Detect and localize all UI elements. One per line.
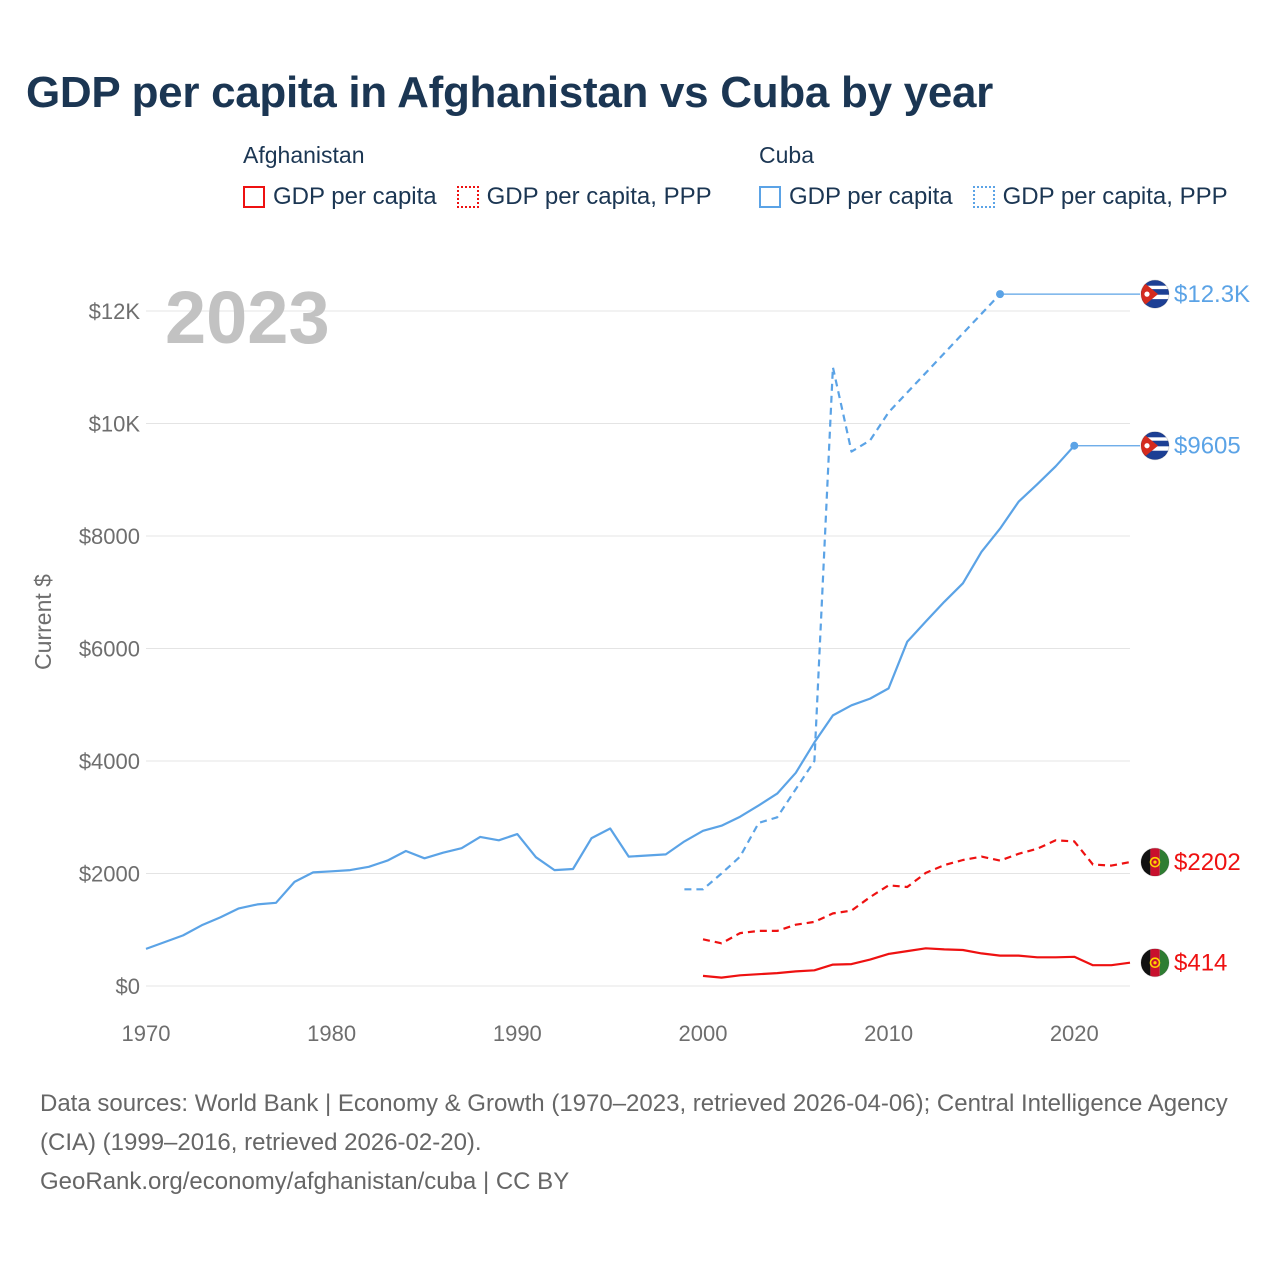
y-axis-label: Current $ [30,574,56,670]
series-last-point [996,290,1005,299]
afghanistan-flag-icon [1140,847,1170,877]
y-tick-label: $10K [89,412,141,437]
end-value-label: $12.3K [1174,281,1250,308]
legend-group-afghanistan: Afghanistan GDP per capita GDP per capit… [243,142,712,211]
footer: Data sources: World Bank | Economy & Gro… [40,1084,1240,1201]
year-watermark: 2023 [165,276,330,359]
end-labels: $12.3K $9605 $2202 $414 [1140,279,1250,978]
footer-credit[interactable]: GeoRank.org/economy/afghanistan/cuba | C… [40,1168,570,1195]
line-chart: 2023 Current $ $0 $2000 $4000 $6000 $8000 $10… [30,276,1250,1046]
series-line-afghanistan-gdp-per-capita [702,947,1131,979]
legend-item-cuba-gdp-ppp[interactable]: GDP per capita, PPP [972,183,1228,211]
legend-label: GDP per capita [273,183,437,210]
legend-item-afghanistan-gdp[interactable]: GDP per capita [243,183,437,211]
series-line-cuba-gdp-per-capita [145,444,1076,950]
y-tick-label: $0 [116,974,140,999]
legend-item-afghanistan-gdp-ppp[interactable]: GDP per capita, PPP [456,183,712,211]
end-value-label: $414 [1174,950,1227,977]
y-tick-label: $6000 [79,637,140,662]
legend-swatch-solid-blue [759,186,781,208]
legend-group-title: Cuba [759,142,814,168]
series-line-cuba-gdp-per-capita-ppp [684,293,1001,891]
cuba-flag-icon [1140,431,1170,461]
x-axis-ticks: 1970 1980 1990 2000 2010 2020 [122,1021,1099,1046]
y-tick-label: $8000 [79,524,140,549]
end-value-label: $2202 [1174,849,1241,876]
footer-sources: Data sources: World Bank | Economy & Gro… [40,1090,1228,1156]
series-lines [145,290,1140,979]
legend-swatch-dotted-blue [972,186,995,208]
legend-swatch-solid-red [243,186,265,208]
y-tick-label: $4000 [79,749,140,774]
legend-group-cuba: Cuba GDP per capita GDP per capita, PPP [759,142,1228,211]
x-tick-label: 2000 [679,1021,728,1046]
end-value-label: $9605 [1174,433,1241,460]
legend-item-cuba-gdp[interactable]: GDP per capita [759,183,953,211]
chart-title: GDP per capita in Afghanistan vs Cuba by… [26,68,994,117]
x-tick-label: 2020 [1050,1021,1099,1046]
y-tick-label: $12K [89,299,141,324]
y-axis-ticks: $0 $2000 $4000 $6000 $8000 $10K $12K [79,299,141,999]
x-tick-label: 1980 [307,1021,356,1046]
gridlines [146,310,1130,987]
cuba-flag-icon [1140,279,1170,309]
series-last-point [1070,441,1079,450]
legend-label: GDP per capita, PPP [486,183,712,210]
x-tick-label: 1990 [493,1021,542,1046]
x-tick-label: 1970 [122,1021,171,1046]
legend-swatch-dotted-red [456,186,479,208]
legend-label: GDP per capita, PPP [1002,183,1228,210]
x-tick-label: 2010 [864,1021,913,1046]
afghanistan-flag-icon [1140,948,1170,978]
series-line-afghanistan-gdp-per-capita-ppp [702,839,1131,945]
legend-group-title: Afghanistan [243,142,365,168]
y-tick-label: $2000 [79,862,140,887]
legend-label: GDP per capita [789,183,953,210]
